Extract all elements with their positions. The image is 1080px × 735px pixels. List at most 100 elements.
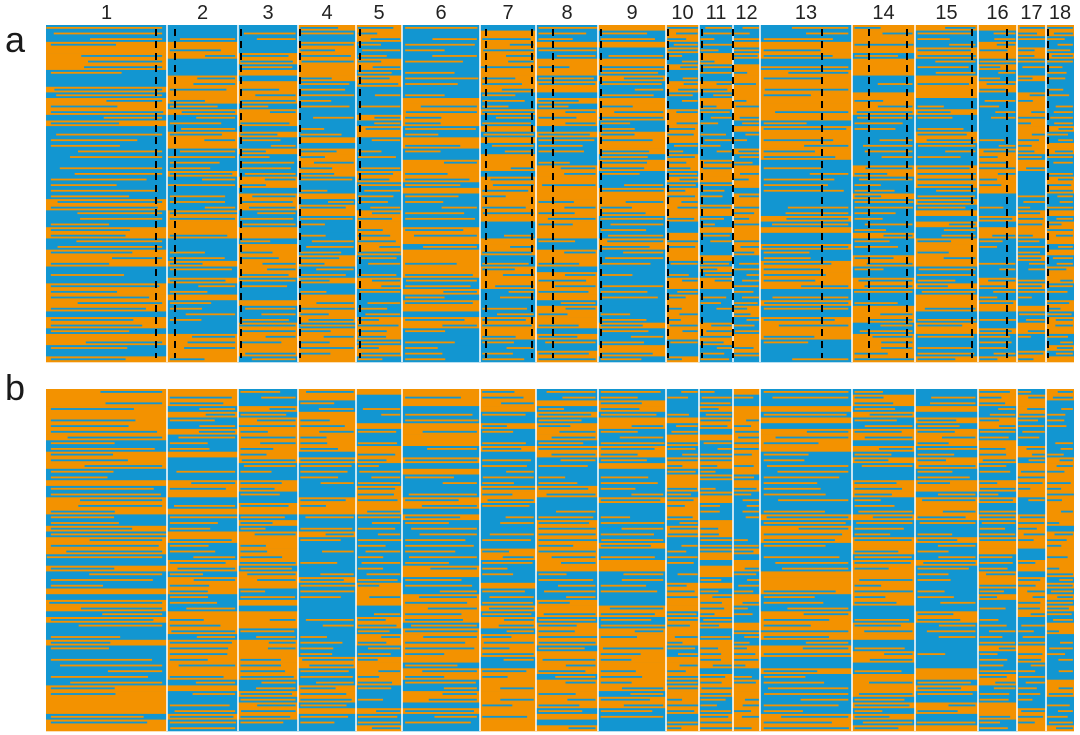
cell-stripe — [538, 704, 580, 707]
cell-stripe — [1017, 246, 1045, 248]
cell — [666, 696, 699, 703]
cell — [1046, 98, 1074, 104]
cell-stripe — [50, 459, 128, 462]
cell — [915, 725, 978, 732]
cell-stripe — [1056, 727, 1073, 730]
cell — [298, 605, 356, 612]
cell — [46, 651, 167, 658]
cell — [167, 187, 238, 194]
cell-stripe — [405, 60, 463, 63]
cell — [699, 283, 733, 290]
cell-stripe — [854, 601, 897, 604]
cell-stripe — [734, 99, 747, 102]
cell — [402, 221, 480, 228]
cell-stripe — [169, 676, 224, 678]
cell-stripe — [917, 285, 948, 288]
cell — [238, 451, 298, 458]
cell — [598, 548, 666, 555]
cell-stripe — [169, 448, 210, 450]
cell-stripe — [169, 173, 233, 175]
segment-label-1: 1 — [100, 2, 113, 24]
cell-stripe — [50, 285, 160, 288]
cell-stripe — [700, 122, 719, 125]
cell-stripe — [357, 544, 386, 547]
cell — [760, 446, 852, 452]
cell-stripe — [854, 173, 888, 175]
cell-stripe — [667, 647, 696, 650]
cell — [915, 389, 978, 395]
cell-stripe — [242, 223, 296, 226]
cell-stripe — [882, 32, 913, 35]
cell-stripe — [979, 66, 1001, 69]
cell-stripe — [761, 66, 849, 69]
cell-stripe — [998, 144, 1016, 147]
cell-stripe — [938, 636, 976, 638]
cell — [978, 322, 1017, 329]
cell-stripe — [538, 693, 576, 695]
cell — [402, 691, 480, 698]
cell-stripe — [328, 201, 354, 203]
cell — [46, 311, 167, 318]
cell-stripe — [357, 527, 396, 530]
cell-stripe — [1047, 573, 1073, 576]
cell-stripe — [600, 448, 655, 450]
cell — [536, 294, 598, 301]
cell-stripe — [854, 358, 915, 361]
cell-stripe — [734, 539, 748, 542]
cell-stripe — [809, 173, 849, 175]
cell-stripe — [734, 448, 759, 450]
cell-stripe — [1055, 442, 1073, 445]
cell-stripe — [600, 710, 653, 713]
cell — [915, 713, 978, 720]
cell-stripe — [538, 550, 596, 553]
cell — [978, 92, 1017, 99]
cell-stripe — [667, 448, 696, 450]
cell-stripe — [538, 150, 584, 153]
cell-stripe — [482, 413, 526, 416]
cell-stripe — [1018, 335, 1031, 338]
cell-stripe — [423, 636, 477, 638]
cell-stripe — [667, 128, 696, 130]
cell — [46, 81, 167, 88]
cell-stripe — [916, 721, 976, 724]
cell-stripe — [357, 201, 388, 203]
panel-a-segment-15 — [915, 25, 978, 363]
cell-stripe — [243, 465, 296, 467]
cell-stripe — [930, 402, 976, 405]
cell-stripe — [676, 32, 698, 35]
cell-stripe — [370, 206, 401, 209]
cell-stripe — [734, 285, 759, 288]
cell-stripe — [702, 167, 732, 170]
cell-stripe — [50, 111, 164, 114]
cell — [978, 227, 1017, 234]
cell-stripe — [371, 139, 401, 142]
cell-stripe — [600, 189, 664, 192]
cell — [978, 356, 1017, 363]
cell-stripe — [50, 533, 167, 536]
cell-stripe — [734, 647, 747, 650]
cell — [1017, 571, 1046, 578]
cell-stripe — [240, 122, 290, 125]
cell — [238, 428, 298, 435]
cell-stripe — [1018, 212, 1041, 215]
cell-stripe — [50, 105, 118, 108]
cell-stripe — [508, 290, 534, 293]
cell-stripe — [621, 527, 664, 530]
cell-stripe — [252, 195, 296, 198]
cell — [46, 47, 167, 54]
cell — [598, 300, 666, 307]
cell-stripe — [667, 94, 693, 97]
cell — [402, 64, 480, 71]
cell — [298, 394, 356, 401]
cell — [238, 300, 298, 307]
cell-stripe — [744, 698, 759, 701]
cell-stripe — [240, 105, 269, 108]
cell-stripe — [763, 522, 846, 524]
cell-stripe — [538, 240, 576, 243]
cell-stripe — [877, 83, 913, 85]
cell-stripe — [854, 257, 894, 260]
cell-stripe — [357, 698, 384, 701]
cell-stripe — [169, 641, 232, 644]
cell — [598, 58, 666, 65]
cell — [760, 548, 852, 555]
